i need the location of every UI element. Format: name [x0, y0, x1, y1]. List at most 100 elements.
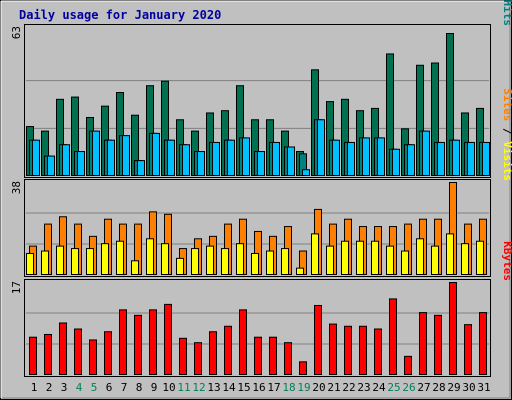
bottom-bar-kbytes-day-11	[179, 337, 187, 375]
bottom-panel-ymax-label: 17	[10, 281, 23, 294]
bottom-bar-kbytes-day-13	[209, 331, 217, 375]
middle-bar-visits-day-20	[311, 233, 319, 275]
top-bar-pages-day-27	[422, 130, 430, 177]
middle-panel-legend: Sites / Visits	[501, 88, 512, 181]
top-bar-pages-day-23	[362, 137, 370, 177]
middle-bar-visits-day-9	[146, 238, 154, 275]
top-bar-pages-day-18	[287, 146, 295, 177]
bottom-panel-legend: KBytes	[501, 241, 512, 281]
middle-bar-visits-day-27	[416, 238, 424, 275]
top-bar-pages-day-3	[62, 144, 70, 177]
top-bar-pages-day-19	[302, 169, 310, 176]
day-label-4: 4	[76, 381, 83, 394]
middle-bar-visits-day-22	[341, 240, 349, 276]
bottom-bar-kbytes-day-6	[104, 331, 112, 375]
day-label-28: 28	[432, 381, 445, 394]
middle-bar-visits-day-8	[131, 260, 139, 276]
day-label-1: 1	[31, 381, 38, 394]
bottom-bar-kbytes-day-26	[404, 355, 412, 375]
bottom-bar-kbytes-day-10	[164, 303, 172, 375]
legend-segment: Visits	[501, 141, 512, 181]
bottom-bar-kbytes-day-21	[329, 323, 337, 376]
chart-title: Daily usage for January 2020	[19, 8, 221, 22]
top-bar-pages-day-26	[407, 144, 415, 177]
day-label-9: 9	[151, 381, 158, 394]
top-bar-pages-day-8	[137, 160, 145, 177]
top-bar-pages-day-14	[227, 139, 235, 176]
middle-bar-visits-day-24	[371, 240, 379, 276]
top-bar-pages-day-17	[272, 141, 280, 176]
middle-bar-visits-day-7	[116, 240, 124, 276]
bottom-bar-kbytes-day-20	[314, 304, 322, 375]
day-label-24: 24	[372, 381, 386, 394]
top-bar-pages-day-29	[452, 139, 460, 176]
bottom-bar-kbytes-day-28	[434, 314, 442, 375]
top-bar-pages-day-24	[377, 137, 385, 177]
day-label-5: 5	[91, 381, 98, 394]
bottom-bar-kbytes-day-9	[149, 309, 157, 375]
middle-bar-visits-day-26	[401, 250, 409, 276]
middle-bar-visits-day-29	[446, 233, 454, 275]
day-label-18: 18	[282, 381, 295, 394]
top-bar-pages-day-22	[347, 141, 355, 176]
middle-bar-visits-day-13	[206, 245, 214, 275]
top-bar-pages-day-13	[212, 141, 220, 176]
day-label-31: 31	[477, 381, 490, 394]
day-label-26: 26	[402, 381, 415, 394]
bottom-bar-kbytes-day-18	[284, 342, 292, 376]
middle-bar-visits-day-15	[236, 243, 244, 275]
middle-bar-visits-day-5	[86, 248, 94, 276]
bottom-bar-kbytes-day-2	[44, 333, 52, 375]
legend-segment: KBytes	[501, 241, 512, 281]
bottom-bar-kbytes-day-30	[464, 324, 472, 376]
day-label-7: 7	[121, 381, 128, 394]
day-label-29: 29	[447, 381, 460, 394]
top-bar-pages-day-1	[32, 139, 40, 176]
day-label-13: 13	[207, 381, 220, 394]
middle-bar-visits-day-2	[41, 250, 49, 276]
bottom-bar-kbytes-day-15	[239, 309, 247, 375]
bottom-bar-kbytes-day-5	[89, 339, 97, 375]
day-label-2: 2	[46, 381, 53, 394]
middle-bar-visits-day-30	[461, 243, 469, 275]
day-label-25: 25	[387, 381, 400, 394]
day-label-16: 16	[252, 381, 265, 394]
middle-bar-visits-day-12	[191, 248, 199, 276]
panel-frame-top	[24, 24, 491, 178]
legend-segment: Hits	[501, 0, 512, 26]
bottom-bar-kbytes-day-16	[254, 336, 262, 375]
day-label-30: 30	[462, 381, 475, 394]
middle-bar-visits-day-17	[266, 250, 274, 276]
bottom-bar-kbytes-day-7	[119, 309, 127, 375]
bottom-bar-kbytes-day-19	[299, 361, 307, 375]
middle-bar-visits-day-1	[26, 252, 34, 275]
bottom-bar-kbytes-day-23	[359, 325, 367, 376]
bottom-bar-kbytes-day-8	[134, 314, 142, 375]
bottom-bar-kbytes-day-31	[479, 312, 487, 375]
middle-bar-visits-day-14	[221, 248, 229, 276]
top-bar-pages-day-25	[392, 148, 400, 176]
legend-segment: /	[501, 121, 512, 141]
day-label-27: 27	[417, 381, 430, 394]
legend-segment: Sites	[501, 88, 512, 121]
top-bar-pages-day-4	[77, 151, 85, 177]
middle-bar-visits-day-16	[251, 252, 259, 275]
day-label-6: 6	[106, 381, 113, 394]
middle-bar-visits-day-28	[431, 245, 439, 275]
top-bar-pages-day-6	[107, 139, 115, 176]
bottom-bar-kbytes-day-27	[419, 312, 427, 375]
day-label-21: 21	[327, 381, 340, 394]
day-label-12: 12	[192, 381, 205, 394]
top-bar-pages-day-31	[482, 141, 490, 176]
middle-bar-visits-day-19	[296, 267, 304, 276]
top-panel-ymax-label: 63	[10, 26, 23, 39]
day-label-22: 22	[342, 381, 355, 394]
day-label-14: 14	[222, 381, 236, 394]
bar-marks	[26, 33, 490, 376]
middle-bar-visits-day-3	[56, 245, 64, 275]
panel-frame-bottom	[24, 279, 491, 377]
day-label-11: 11	[177, 381, 190, 394]
day-label-8: 8	[136, 381, 143, 394]
